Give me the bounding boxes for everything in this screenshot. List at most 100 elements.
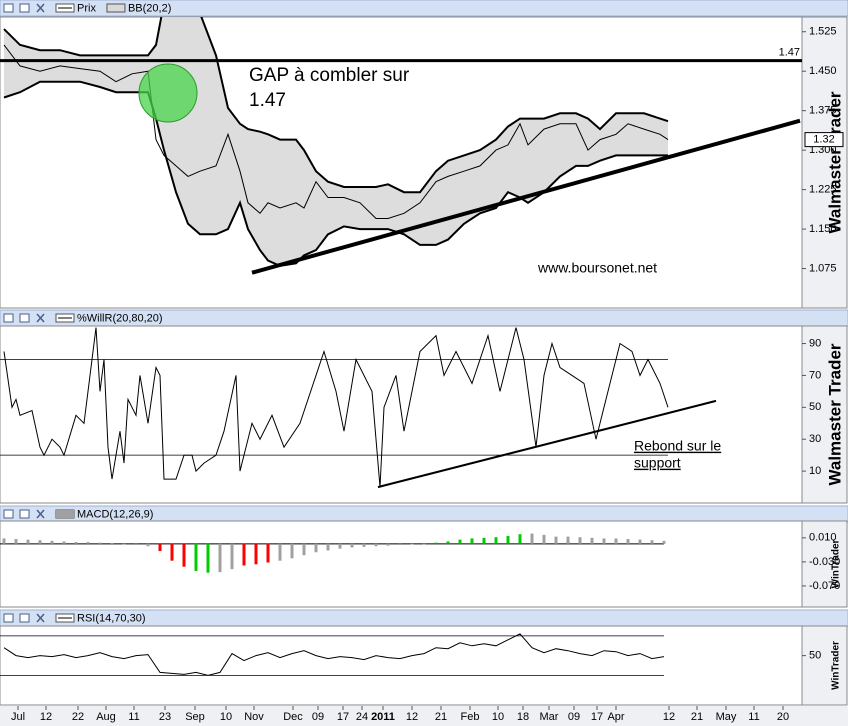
histogram-bar: [434, 542, 438, 544]
histogram-bar: [230, 543, 234, 570]
histogram-bar: [170, 543, 174, 561]
x-tick-label: 12: [663, 711, 675, 723]
x-tick-label: 17: [337, 711, 349, 723]
series-line: [3, 44, 669, 219]
y-tick-label: -0.030: [809, 556, 840, 568]
histogram-bar: [134, 543, 138, 546]
histogram-bar: [350, 543, 354, 548]
x-tick-label: May: [716, 711, 737, 723]
last-price-box: [804, 132, 844, 148]
histogram-bar: [410, 543, 414, 545]
y-tick-label: 1.150: [809, 223, 837, 235]
plot-content: [0, 633, 665, 676]
histogram-bar: [278, 543, 282, 561]
histogram-bar: [542, 534, 546, 544]
histogram-bar: [638, 539, 642, 544]
x-tick-label: Nov: [244, 711, 264, 723]
x-tick-label: 2011: [371, 711, 395, 723]
watermark: WinTrader: [831, 539, 842, 588]
histogram-bar: [74, 542, 78, 544]
histogram-bar: [386, 543, 390, 546]
y-tick-label: 1.075: [809, 262, 837, 274]
y-tick-label: 50: [809, 401, 821, 413]
x-tick-label: 18: [517, 711, 529, 723]
header-icon: [19, 509, 30, 519]
x-tick-label: 21: [691, 711, 703, 723]
histogram-bar: [650, 540, 654, 544]
histogram-bar: [302, 543, 306, 556]
histogram-bar: [2, 538, 6, 544]
y-tick-label: 1.375: [809, 105, 837, 117]
highlight-circle: [138, 63, 198, 123]
histogram-bar: [146, 543, 150, 547]
x-tick-label: 09: [568, 711, 580, 723]
header-icon: [3, 313, 14, 323]
header-icon: [36, 509, 45, 519]
histogram-bar: [470, 538, 474, 544]
plot-area: [0, 520, 803, 608]
trend-line: [377, 399, 717, 489]
plot-area: [0, 625, 803, 706]
legend-label: Prix: [77, 2, 96, 14]
x-tick-label: Aug: [96, 711, 116, 723]
panel-header: [0, 0, 848, 17]
x-tick-label: Mar: [540, 711, 559, 723]
y-tick-label: 70: [809, 369, 821, 381]
histogram-bar: [398, 543, 402, 546]
band-upper: [3, 17, 669, 194]
histogram-bar: [578, 537, 582, 544]
y-axis-area: [801, 520, 848, 608]
histogram-bar: [290, 543, 294, 559]
histogram-bar: [482, 537, 486, 544]
histogram-bar: [554, 536, 558, 544]
histogram-bar: [458, 539, 462, 544]
y-tick-label: 1.450: [809, 65, 837, 77]
x-tick-label: Sep: [185, 711, 205, 723]
histogram-bar: [506, 536, 510, 544]
histogram-bar: [254, 543, 258, 565]
histogram-bar: [530, 533, 534, 544]
x-tick-label: 23: [159, 711, 171, 723]
histogram-bar: [98, 542, 102, 544]
plot-content: [0, 533, 666, 573]
header-icon: [36, 613, 45, 623]
y-tick-label: 90: [809, 337, 821, 349]
header-icon: [19, 313, 30, 323]
header-icon: [3, 509, 14, 519]
header-icon: [19, 3, 30, 13]
histogram-bar: [614, 538, 618, 544]
annotation: support: [634, 455, 681, 471]
histogram-bar: [566, 536, 570, 544]
y-axis-area: [801, 325, 848, 504]
annotation: 1.47: [249, 90, 286, 111]
header-icon: [36, 3, 45, 13]
histogram-bar: [626, 539, 630, 544]
x-tick-label: 12: [40, 711, 52, 723]
x-tick-label: Feb: [461, 711, 480, 723]
x-tick-label: 11: [128, 711, 139, 723]
y-tick-label: 0.010: [809, 532, 837, 544]
x-tick-label: 21: [435, 711, 447, 723]
annotation: www.boursonet.net: [537, 260, 657, 276]
histogram-bar: [494, 537, 498, 544]
histogram-bar: [26, 539, 30, 544]
histogram-bar: [86, 542, 90, 544]
histogram-bar: [422, 543, 426, 545]
y-tick-label: 30: [809, 433, 821, 445]
histogram-bar: [242, 543, 246, 566]
plot-area: [0, 325, 803, 504]
x-tick-label: 09: [312, 711, 324, 723]
legend-label: MACD(12,26,9): [77, 508, 153, 520]
header-icon: [3, 613, 14, 623]
y-tick-label: 1.225: [809, 184, 837, 196]
histogram-bar: [266, 543, 270, 563]
header-icon: [3, 3, 14, 13]
histogram-bar: [14, 539, 18, 544]
histogram-bar: [194, 543, 198, 571]
watermark: WinTrader: [831, 641, 842, 690]
watermark: Walmaster Trader: [825, 343, 844, 485]
y-tick-label: 1.525: [809, 26, 837, 38]
histogram-bar: [110, 543, 114, 544]
series-line: [3, 633, 665, 676]
